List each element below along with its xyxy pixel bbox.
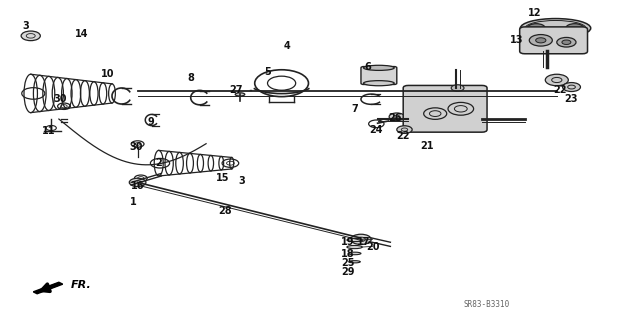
Circle shape xyxy=(536,38,546,43)
Circle shape xyxy=(545,74,568,86)
Circle shape xyxy=(557,37,576,47)
Text: 10: 10 xyxy=(100,68,115,79)
Text: FR.: FR. xyxy=(70,280,91,291)
Text: 27: 27 xyxy=(228,84,243,95)
Text: 8: 8 xyxy=(188,73,194,84)
Text: 9: 9 xyxy=(147,116,154,127)
Ellipse shape xyxy=(364,65,394,70)
Text: 28: 28 xyxy=(218,206,232,216)
Text: 22: 22 xyxy=(553,84,567,95)
Text: 17: 17 xyxy=(356,236,371,247)
Text: 6: 6 xyxy=(365,62,371,72)
Ellipse shape xyxy=(364,81,394,86)
Text: SR83-B3310: SR83-B3310 xyxy=(463,300,509,309)
Circle shape xyxy=(451,85,464,91)
Text: 4: 4 xyxy=(284,41,290,52)
Text: 21: 21 xyxy=(420,140,434,151)
Text: 13: 13 xyxy=(510,35,524,45)
Text: 11: 11 xyxy=(42,126,56,136)
Circle shape xyxy=(356,237,365,242)
Circle shape xyxy=(397,126,412,133)
Text: 30: 30 xyxy=(129,142,143,152)
Text: 18: 18 xyxy=(340,249,355,260)
Text: 16: 16 xyxy=(131,180,145,191)
Text: 30: 30 xyxy=(53,94,67,104)
Text: 25: 25 xyxy=(340,258,355,268)
Circle shape xyxy=(527,24,545,33)
FancyBboxPatch shape xyxy=(520,27,588,54)
Ellipse shape xyxy=(520,19,591,38)
Text: 24: 24 xyxy=(369,124,383,135)
Text: 12: 12 xyxy=(527,8,541,18)
Ellipse shape xyxy=(349,260,360,263)
Text: 3: 3 xyxy=(239,176,245,186)
Text: 29: 29 xyxy=(340,267,355,277)
Text: 5: 5 xyxy=(264,67,271,77)
Circle shape xyxy=(21,31,40,41)
Circle shape xyxy=(389,113,404,121)
Text: 26: 26 xyxy=(388,113,402,124)
Text: 7: 7 xyxy=(352,104,358,114)
Text: 2: 2 xyxy=(156,158,162,168)
Circle shape xyxy=(562,40,571,44)
Text: 20: 20 xyxy=(366,242,380,252)
Circle shape xyxy=(529,35,552,46)
Polygon shape xyxy=(33,282,63,294)
Text: 3: 3 xyxy=(22,20,29,31)
Text: 22: 22 xyxy=(396,131,410,141)
Circle shape xyxy=(351,234,371,244)
FancyBboxPatch shape xyxy=(403,85,487,132)
Text: 19: 19 xyxy=(340,236,355,247)
Ellipse shape xyxy=(236,93,245,96)
Ellipse shape xyxy=(348,252,361,255)
FancyBboxPatch shape xyxy=(361,67,397,84)
Text: 14: 14 xyxy=(75,28,89,39)
Ellipse shape xyxy=(347,238,362,242)
Ellipse shape xyxy=(347,245,362,249)
Circle shape xyxy=(563,83,580,92)
Text: 23: 23 xyxy=(564,94,578,104)
Circle shape xyxy=(566,24,584,33)
Text: 15: 15 xyxy=(216,172,230,183)
Text: 1: 1 xyxy=(130,196,136,207)
Circle shape xyxy=(129,178,146,187)
